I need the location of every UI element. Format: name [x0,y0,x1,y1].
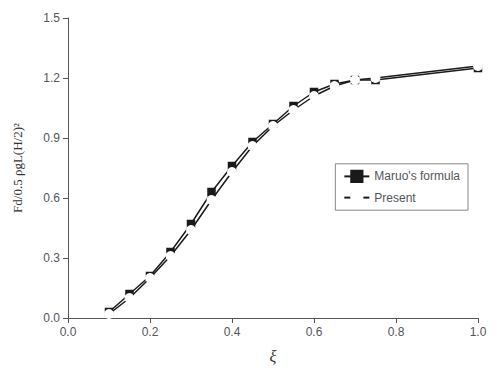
svg-text:1.5: 1.5 [43,11,60,25]
svg-text:Present: Present [374,191,416,205]
svg-text:1.2: 1.2 [43,71,60,85]
svg-text:0.0: 0.0 [60,325,77,339]
svg-text:0.8: 0.8 [388,325,405,339]
svg-text:0.2: 0.2 [142,325,159,339]
svg-text:0.9: 0.9 [43,131,60,145]
svg-text:1.0: 1.0 [470,325,487,339]
svg-text:0.6: 0.6 [43,191,60,205]
svg-text:0.3: 0.3 [43,251,60,265]
svg-text:ξ: ξ [270,348,277,365]
svg-text:Fd/0.5 ρgL(H/2)²: Fd/0.5 ρgL(H/2)² [10,123,25,213]
svg-text:0.6: 0.6 [306,325,323,339]
svg-text:0.4: 0.4 [224,325,241,339]
svg-text:Maruo's formula: Maruo's formula [374,169,460,183]
svg-text:0.0: 0.0 [43,311,60,325]
